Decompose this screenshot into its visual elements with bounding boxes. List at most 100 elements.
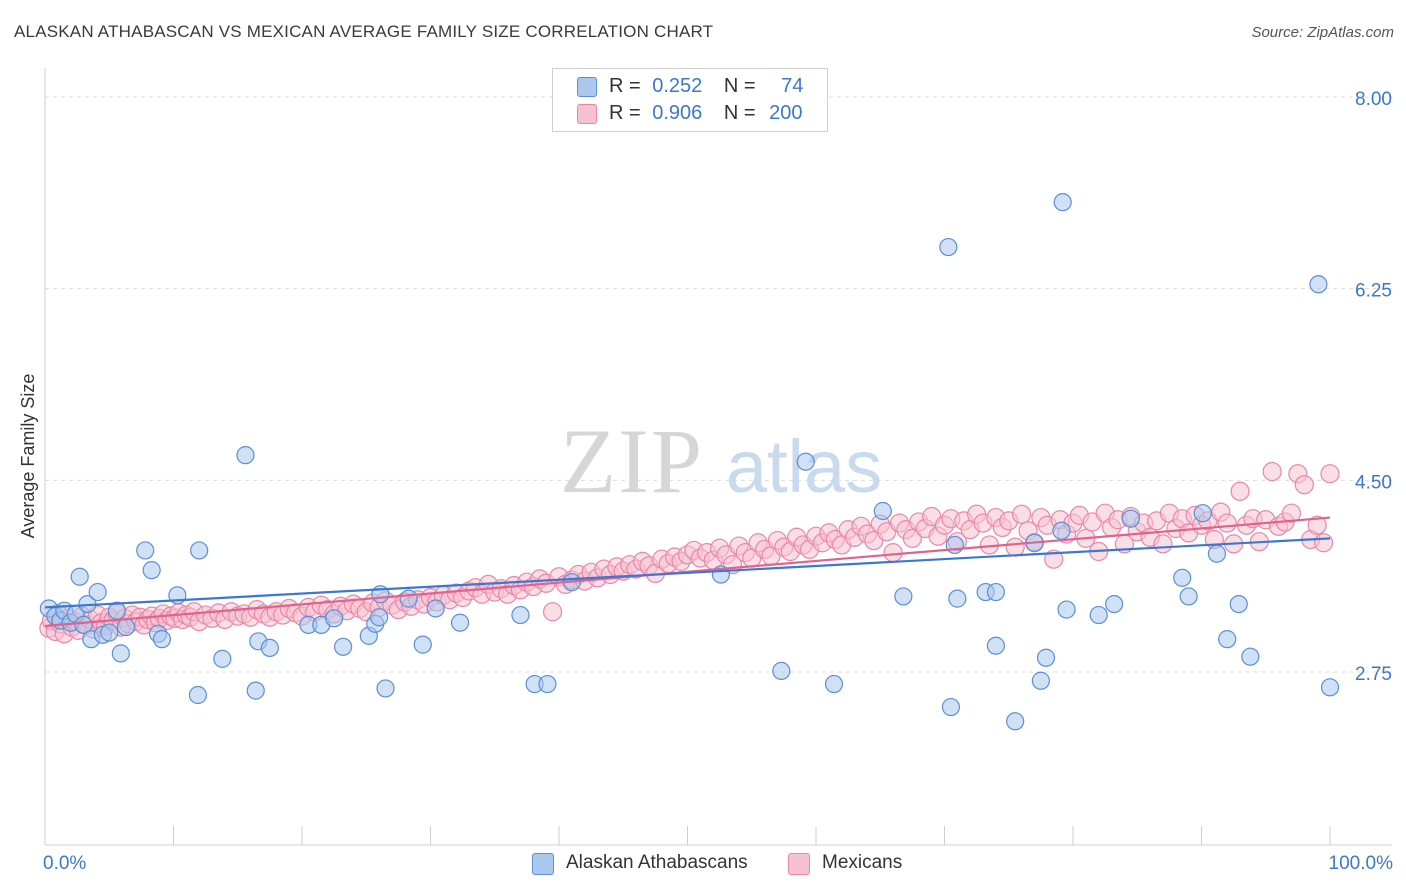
mexicans-point bbox=[542, 602, 563, 622]
athabascans-point bbox=[236, 446, 255, 465]
r-value: 0.906 bbox=[652, 102, 703, 124]
athabascans-point bbox=[1036, 648, 1056, 667]
athabascans-point bbox=[426, 599, 445, 618]
stats-legend-text: R = 0.252 N = 74 bbox=[609, 75, 803, 98]
y-tick-label: 4.50 bbox=[1355, 472, 1392, 493]
athabascans-point bbox=[941, 697, 961, 717]
mexicans-point bbox=[1153, 534, 1173, 554]
athabascans-point bbox=[1052, 521, 1071, 540]
grid-layer bbox=[45, 96, 1392, 673]
athabascans-point bbox=[948, 589, 967, 608]
athabascans-point bbox=[111, 644, 130, 663]
r-value: 0.252 bbox=[652, 75, 703, 97]
athabascans-point bbox=[413, 635, 432, 654]
watermark-zip: ZIP bbox=[560, 410, 704, 512]
athabascans-point bbox=[450, 613, 470, 632]
athabascans-point bbox=[136, 541, 155, 560]
n-value: 74 bbox=[781, 75, 804, 97]
y-tick-label: 6.25 bbox=[1355, 281, 1392, 302]
stats-legend-text: R = 0.906 N = 200 bbox=[609, 102, 803, 125]
athabascans-point bbox=[945, 535, 964, 555]
athabascans-point bbox=[1006, 712, 1025, 731]
mexicans-point bbox=[1320, 464, 1340, 484]
athabascans-point bbox=[1173, 568, 1192, 587]
legend-swatch-blue bbox=[532, 853, 554, 875]
athabascans-point bbox=[986, 636, 1006, 655]
athabascans-point bbox=[986, 582, 1006, 602]
mexicans-point bbox=[1313, 533, 1334, 553]
athabascans-point bbox=[772, 661, 791, 681]
athabascans-point bbox=[1179, 587, 1198, 606]
legend-label-mexicans: Mexicans bbox=[822, 852, 903, 873]
athabascans-swatch bbox=[577, 77, 597, 97]
athabascans-point bbox=[873, 501, 892, 521]
athabascans-point bbox=[399, 589, 418, 608]
axis-labels: 2.75 4.50 6.25 8.00 0.0% 100.0% Average Family… bbox=[18, 89, 1393, 874]
athabascans-point bbox=[796, 452, 815, 471]
chart-title: ALASKAN ATHABASCAN VS MEXICAN AVERAGE FA… bbox=[14, 22, 714, 41]
legend-label-athabascans: Alaskan Athabascans bbox=[566, 852, 748, 873]
athabascans-point bbox=[213, 649, 232, 668]
athabascans-point bbox=[1121, 509, 1140, 528]
mexicans-point bbox=[1281, 503, 1302, 523]
athabascans-point bbox=[939, 237, 958, 257]
n-label: N = bbox=[723, 102, 756, 124]
athabascans-point bbox=[152, 630, 172, 649]
mexicans-point bbox=[1307, 515, 1327, 535]
legend-swatch-pink bbox=[788, 853, 810, 875]
stats-legend: R = 0.252 N = 74 R = 0.906 N = 200 bbox=[552, 68, 828, 132]
athabascans-point bbox=[260, 638, 279, 658]
trend-lines bbox=[44, 516, 1331, 628]
athabascans-point bbox=[1309, 275, 1328, 294]
athabascans-point bbox=[190, 541, 209, 560]
athabascans-point bbox=[88, 582, 107, 602]
mexicans-point bbox=[1262, 461, 1282, 482]
r-label: R = bbox=[609, 75, 641, 97]
athabascans-point bbox=[188, 685, 208, 705]
athabascans-point bbox=[376, 679, 395, 698]
mexicans-point bbox=[1230, 481, 1250, 501]
athabascans-point bbox=[142, 561, 161, 580]
athabascans-point bbox=[1229, 594, 1248, 614]
mexicans-point bbox=[1011, 504, 1032, 524]
athabascans-point bbox=[70, 567, 89, 586]
athabascans-point bbox=[370, 608, 389, 627]
athabascans-point bbox=[334, 637, 353, 656]
athabascans-point bbox=[1089, 605, 1108, 625]
athabascans-point bbox=[1053, 193, 1072, 212]
y-tick-label: 2.75 bbox=[1355, 664, 1392, 685]
x-tick-label: 100.0% bbox=[1329, 853, 1394, 874]
athabascans-point bbox=[1193, 504, 1212, 523]
n-value: 200 bbox=[769, 102, 803, 124]
mexicans-point bbox=[1217, 513, 1237, 533]
athabascans-point bbox=[1320, 678, 1340, 697]
athabascans-point bbox=[1031, 671, 1050, 690]
athabascans-point bbox=[1241, 647, 1260, 666]
athabascans-point bbox=[1218, 630, 1237, 649]
mexicans-swatch bbox=[577, 104, 597, 124]
athabascans-point bbox=[100, 623, 119, 642]
source-label: Source: ZipAtlas.com bbox=[1251, 24, 1394, 41]
athabascans-point bbox=[116, 617, 136, 637]
axis-layer bbox=[44, 68, 1392, 846]
athabascans-point bbox=[1057, 600, 1076, 619]
mexicans-point bbox=[1044, 549, 1064, 569]
r-label: R = bbox=[609, 102, 641, 124]
mexicans-point bbox=[883, 543, 903, 563]
athabascans-point bbox=[1105, 594, 1124, 614]
athabascans-point bbox=[511, 605, 530, 625]
n-label: N = bbox=[723, 75, 756, 97]
y-axis-title: Average Family Size bbox=[18, 374, 38, 539]
athabascans-point bbox=[538, 674, 557, 694]
athabascans-point bbox=[246, 681, 265, 700]
athabascans-point bbox=[74, 615, 93, 635]
y-tick-label: 8.00 bbox=[1355, 89, 1392, 110]
athabascans-point bbox=[325, 609, 344, 628]
athabascans-point bbox=[824, 674, 844, 694]
athabascans-trend-line bbox=[44, 537, 1331, 609]
athabascans-point bbox=[1207, 544, 1227, 563]
mexicans-point bbox=[902, 528, 922, 548]
mexicans-point bbox=[1005, 537, 1025, 557]
x-tick-label: 0.0% bbox=[43, 853, 86, 874]
